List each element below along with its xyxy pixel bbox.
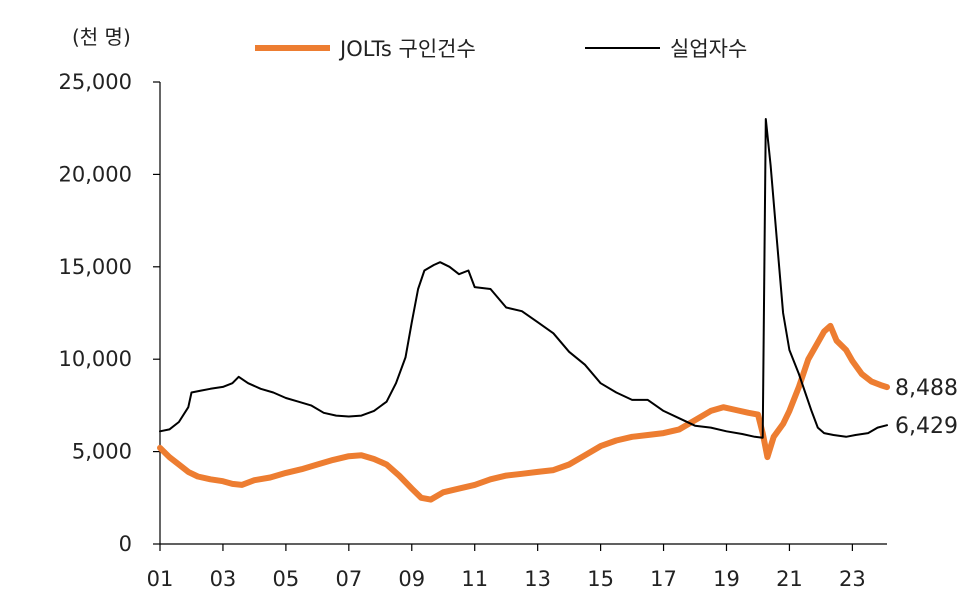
x-tick-label: 05 [273, 567, 300, 591]
y-ticks: 0 5,000 10,000 15,000 20,000 25,000 [59, 70, 160, 556]
x-tick-label: 15 [587, 567, 614, 591]
series-layer [157, 118, 890, 503]
y-tick-label: 10,000 [59, 347, 132, 371]
y-tick-label: 0 [119, 532, 132, 556]
x-tick-label: 19 [713, 567, 740, 591]
series-line-job-openings [157, 322, 890, 503]
y-tick-label: 15,000 [59, 255, 132, 279]
x-tick-label: 11 [461, 567, 488, 591]
x-tick-label: 01 [147, 567, 174, 591]
x-tick-label: 23 [839, 567, 866, 591]
legend: JOLTs 구인건수 실업자수 [255, 37, 747, 61]
x-tick-label: 17 [650, 567, 677, 591]
legend-label-job-openings: JOLTs 구인건수 [338, 37, 476, 61]
y-tick-label: 25,000 [59, 70, 132, 94]
legend-label-unemployed: 실업자수 [670, 37, 747, 61]
series-line-unemployed [159, 118, 888, 439]
end-labels: 8,488 6,429 [895, 376, 958, 439]
y-tick-label: 20,000 [59, 162, 132, 186]
x-tick-label: 03 [210, 567, 237, 591]
end-value-label-job-openings: 8,488 [895, 376, 958, 401]
end-value-label-unemployed: 6,429 [895, 414, 958, 439]
x-tick-label: 07 [335, 567, 362, 591]
x-tick-label: 21 [776, 567, 803, 591]
x-ticks: 01 03 05 07 09 11 13 15 17 19 21 23 [147, 544, 866, 591]
y-unit-label: (천 명) [72, 25, 131, 49]
y-tick-label: 5,000 [72, 440, 132, 464]
axes [159, 82, 887, 545]
x-tick-label: 13 [524, 567, 551, 591]
x-tick-label: 09 [398, 567, 425, 591]
